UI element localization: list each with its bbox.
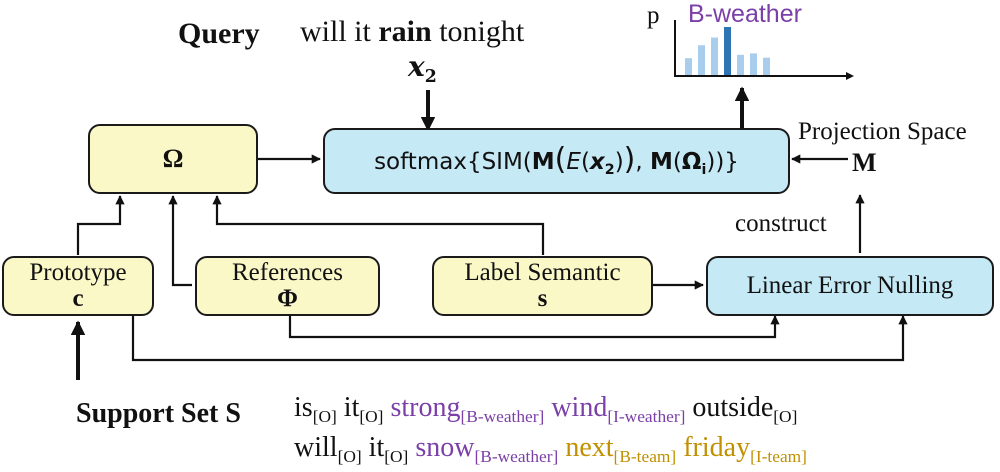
token-tag: [O] xyxy=(337,447,362,467)
construct-label: construct xyxy=(735,210,827,237)
token-tag: [O] xyxy=(312,407,337,427)
softmax-box: softmax{SIM(M(E(x2)), M(Ωi))} xyxy=(323,128,790,194)
prototype-symbol: c xyxy=(72,285,84,312)
chart-title: B-weather xyxy=(688,0,802,28)
projection-space-label: Projection Space xyxy=(798,118,967,145)
token-tag: [O] xyxy=(773,407,798,427)
token-tag: [B-team] xyxy=(613,447,677,467)
softmax-close: ))} xyxy=(706,149,739,176)
chart-x-arrow xyxy=(846,72,854,80)
prototype-box: Prototype c xyxy=(2,256,154,316)
softmax-formula: softmax{SIM(M(E(x2)), M(Ωi))} xyxy=(374,144,739,178)
token-word: strong xyxy=(390,392,461,423)
chart-bar-2 xyxy=(698,45,705,75)
softmax-comma: , xyxy=(635,149,643,176)
query-text-pre: will it xyxy=(300,15,379,48)
token-word: snow xyxy=(415,432,475,463)
softmax-Omega: Ω xyxy=(681,149,702,176)
support-token: is[O] xyxy=(294,392,337,427)
softmax-prefix: softmax{SIM( xyxy=(374,149,532,176)
token-word: wind xyxy=(551,392,608,423)
omega-symbol: Ω xyxy=(162,144,184,174)
query-text-keyword: rain xyxy=(378,15,432,48)
softmax-x-sub: 2 xyxy=(604,162,615,178)
softmax-paren-open-1: ( xyxy=(554,142,567,178)
softmax-paren-close-2: ) xyxy=(614,149,624,176)
references-label: References xyxy=(231,258,344,286)
token-tag: [B-weather] xyxy=(460,407,545,427)
token-word: friday xyxy=(683,432,751,463)
token-word: outside xyxy=(692,392,774,423)
linear-error-nulling-label: Linear Error Nulling xyxy=(746,271,954,299)
token-word: will xyxy=(294,432,338,463)
arrow-label-semantic-to-omega xyxy=(212,195,545,255)
label-semantic-box: Label Semantic s xyxy=(432,256,653,316)
token-word: is xyxy=(294,392,313,423)
support-set-label: Support Set S xyxy=(76,398,241,429)
support-token: friday[I-team] xyxy=(683,432,807,467)
softmax-M1: M xyxy=(531,149,555,176)
support-sentence-1: is[O] it[O] strong[B-weather] wind[I-wea… xyxy=(294,392,797,427)
support-token: will[O] xyxy=(294,432,362,467)
chart-bar-4 xyxy=(724,27,731,75)
support-token: outside[O] xyxy=(692,392,798,427)
chart-bar-6 xyxy=(750,53,757,75)
label-semantic-symbol: s xyxy=(537,285,548,312)
prototype-label: Prototype xyxy=(29,258,127,286)
token-tag: [I-team] xyxy=(750,447,807,467)
token-tag: [O] xyxy=(359,407,384,427)
chart-bar-5 xyxy=(737,54,744,75)
support-token: strong[B-weather] xyxy=(390,392,545,427)
support-token: wind[I-weather] xyxy=(551,392,686,427)
arrow-prototype-to-omega xyxy=(76,195,125,255)
softmax-paren-close-1: ) xyxy=(623,142,636,178)
arrow-references-to-len xyxy=(288,315,780,339)
probability-chart xyxy=(674,20,854,80)
references-symbol: Φ xyxy=(277,285,298,312)
query-label: Query xyxy=(178,17,260,50)
token-tag: [O] xyxy=(384,447,409,467)
support-token: it[O] xyxy=(368,432,409,467)
chart-axes xyxy=(674,20,848,77)
softmax-x: x xyxy=(589,149,605,176)
token-word: it xyxy=(343,392,360,423)
arrow-references-to-omega xyxy=(168,195,192,287)
chart-bar-7 xyxy=(763,57,770,75)
label-semantic-label: Label Semantic xyxy=(464,258,621,286)
query-text-post: tonight xyxy=(431,15,525,48)
query-variable: x2 xyxy=(408,50,437,87)
linear-error-nulling-box: Linear Error Nulling xyxy=(706,256,994,316)
query-var: x xyxy=(408,50,425,83)
token-word: next xyxy=(565,432,614,463)
support-sentence-2: will[O] it[O] snow[B-weather] next[B-tea… xyxy=(294,432,807,467)
softmax-paren-open-2: ( xyxy=(580,149,590,176)
arrow-prototype-to-len xyxy=(131,315,908,362)
softmax-E: E xyxy=(566,149,581,176)
softmax-paren-open-3: ( xyxy=(672,149,682,176)
query-sentence: will it rain tonight xyxy=(300,15,524,49)
query-var-sub: 2 xyxy=(424,67,437,88)
chart-bar-1 xyxy=(685,58,692,75)
references-box: References Φ xyxy=(195,256,380,316)
omega-box: Ω xyxy=(88,124,258,194)
chart-axis-label: p xyxy=(647,2,660,29)
token-word: it xyxy=(368,432,385,463)
support-token: next[B-team] xyxy=(565,432,677,467)
support-token: it[O] xyxy=(343,392,384,427)
projection-symbol: M xyxy=(852,148,877,177)
softmax-M2: M xyxy=(650,149,673,176)
support-token: snow[B-weather] xyxy=(415,432,559,467)
token-tag: [I-weather] xyxy=(607,407,686,427)
token-tag: [B-weather] xyxy=(474,447,559,467)
softmax-omega-sub: i xyxy=(701,162,707,178)
chart-bar-3 xyxy=(711,37,718,75)
